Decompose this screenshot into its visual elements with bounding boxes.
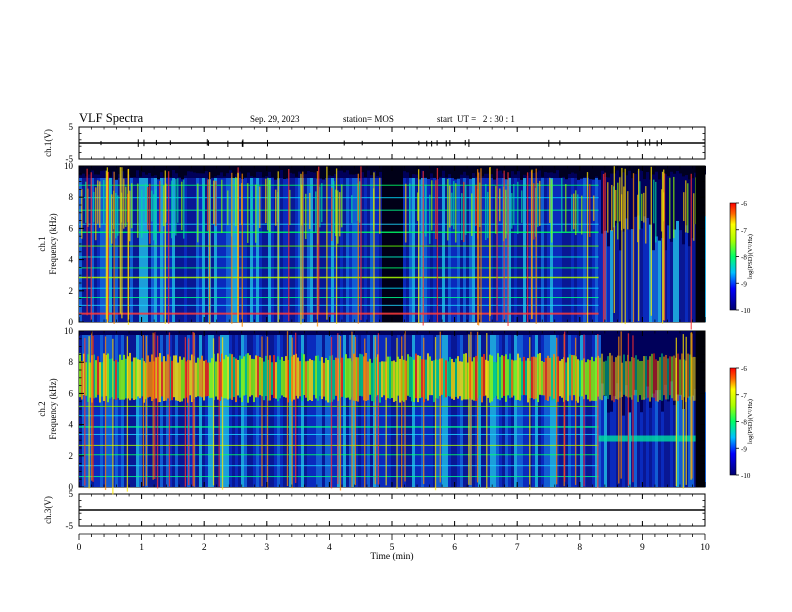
- x-tick-label: 0: [77, 543, 82, 553]
- ch1-emission-line-4: [79, 276, 599, 279]
- ch2-emission-line-6: [79, 415, 599, 417]
- ch2-emission-line-3: [79, 444, 599, 446]
- ch2-spectrogram-ytick-label: 10: [64, 326, 74, 336]
- ch1-waveform-ytick-label: -5: [66, 154, 74, 164]
- station-label: station= MOS: [343, 114, 394, 124]
- ch1-emission-line-0: [79, 312, 599, 315]
- x-tick-label: 2: [202, 543, 207, 553]
- x-tick-label: 9: [640, 543, 645, 553]
- ch1-emission-line-2: [79, 297, 599, 299]
- ch2-spectrogram-ytick-label: 4: [69, 420, 74, 430]
- ch1-spectrogram-ytick-label: 10: [64, 161, 74, 171]
- ch2-spectrogram-colorbar-tick-label: -10: [741, 472, 751, 480]
- ch1-spectrogram-ytick-label: 2: [69, 286, 74, 296]
- ch1-spectrogram-colorbar-tick-label: -6: [741, 200, 747, 208]
- ch2-emission-line-5: [79, 426, 599, 428]
- ch1-spectrogram-ylabel-1: ch.1: [37, 236, 47, 251]
- ch2-emission-line-0: [79, 476, 599, 478]
- ch2-spectrogram-colorbar-tick-label: -7: [741, 392, 747, 400]
- ch2-spectrogram-ytick-label: 6: [69, 388, 74, 398]
- ch2-spectrogram-ytick-label: 8: [69, 357, 74, 367]
- ch1-emission-line-6: [79, 256, 599, 258]
- x-tick-label: 4: [327, 543, 332, 553]
- ch2-spectrogram-ylabel-2: Frequency (kHz): [48, 378, 58, 439]
- ch2-emission-line-1: [79, 465, 599, 467]
- chart-title: VLF Spectra: [79, 111, 144, 125]
- ch1-spectrogram-ytick-label: 6: [69, 223, 74, 233]
- ch1-emission-line-12: [79, 184, 599, 186]
- ch1-emission-line-7: [79, 245, 599, 247]
- x-tick-label: 3: [264, 543, 269, 553]
- ch1-spectrogram-colorbar-tick-label: -7: [741, 227, 747, 235]
- ch1-emission-line-8: [79, 231, 599, 234]
- ch1-spectrogram-colorbar-tick-label: -8: [741, 254, 747, 262]
- ch2-spectrogram-colorbar-tick-label: -9: [741, 445, 747, 453]
- ch2-emission-line-2: [79, 454, 599, 456]
- ch2-spectrogram-ytick-label: 2: [69, 451, 74, 461]
- start-ut-label: start UT = 2 : 30 : 1: [437, 114, 515, 124]
- ch1-emission-line-3: [79, 287, 599, 289]
- ch1-spectrogram-colorbar-label: log(PSD)(V²/Hz): [747, 234, 754, 279]
- ch1-spectrogram-ylabel-2: Frequency (kHz): [48, 213, 58, 274]
- ch3-waveform-ytick-label: 5: [69, 489, 74, 499]
- ch1-spectrogram-colorbar: [729, 202, 737, 311]
- ch1-emission-line-5: [79, 267, 599, 269]
- ch2-spectrogram-ylabel-1: ch.2: [37, 401, 47, 416]
- x-tick-label: 8: [577, 543, 582, 553]
- ch1-spectrogram-colorbar-tick-label: -10: [741, 307, 751, 315]
- ch1-waveform-ytick-label: 5: [69, 122, 74, 132]
- ch2-spectrogram-image: [79, 331, 706, 495]
- ch1-emission-line-10: [79, 209, 599, 211]
- ch2-spectrogram-colorbar: [729, 367, 737, 476]
- ch2-emission-line-4: [79, 433, 599, 435]
- ch2-spectrogram-colorbar-label: log(PSD)(V²/Hz): [747, 399, 754, 444]
- ch1-emission-line-9: [79, 223, 599, 225]
- x-tick-label: 10: [700, 543, 710, 553]
- ch1-spectrogram-ytick-label: 4: [69, 255, 74, 265]
- x-tick-label: 5: [390, 543, 395, 553]
- x-tick-label: 7: [515, 543, 520, 553]
- ch1-spectrogram-ytick-label: 8: [69, 192, 74, 202]
- ch2-spectrogram-ytick-label: 0: [69, 482, 74, 492]
- x-axis-label: Time (min): [370, 551, 413, 562]
- ch3-waveform-ylabel: ch.3(V): [43, 496, 53, 524]
- ch2-spectrogram-colorbar-tick-label: -6: [741, 365, 747, 373]
- ch1-waveform-ylabel: ch.1(V): [43, 129, 53, 157]
- ch2-emission-line-7: [79, 405, 599, 407]
- date-label: Sep. 29, 2023: [250, 114, 300, 124]
- ch1-spectrogram-image: [79, 166, 706, 330]
- ch2-spectrogram-colorbar-tick-label: -8: [741, 419, 747, 427]
- ch1-spectrogram-colorbar-tick-label: -9: [741, 280, 747, 288]
- ch3-waveform-ytick-label: -5: [66, 521, 74, 531]
- ch1-spectrogram-ytick-label: 0: [69, 317, 74, 327]
- ch1-emission-line-1: [79, 304, 599, 306]
- ch1-emission-line-11: [79, 197, 599, 199]
- x-tick-label: 6: [452, 543, 457, 553]
- ch2-late-band: [598, 435, 705, 442]
- x-tick-label: 1: [139, 543, 144, 553]
